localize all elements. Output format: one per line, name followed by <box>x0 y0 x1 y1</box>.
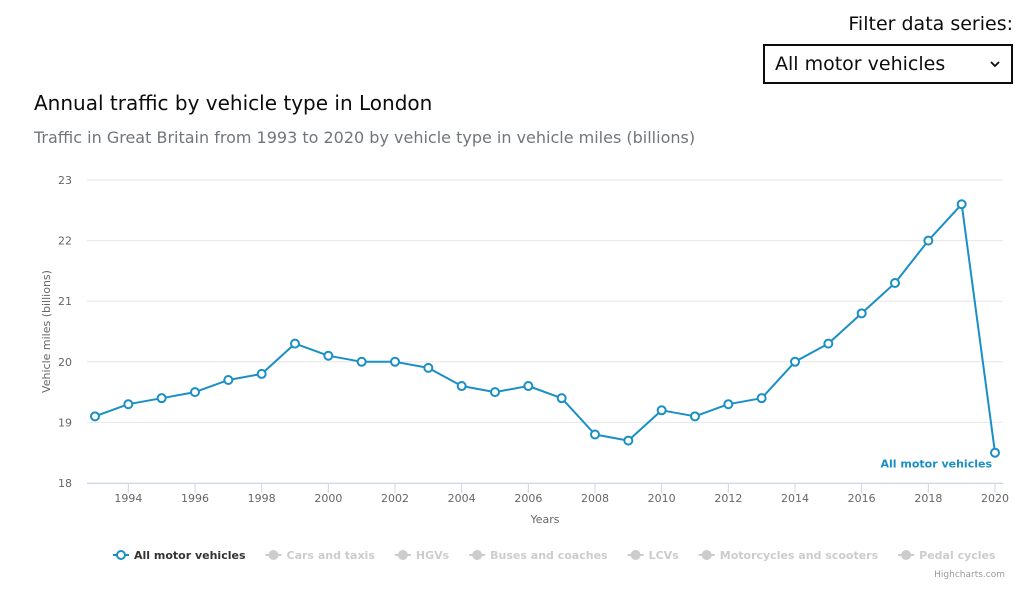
data-point[interactable] <box>923 235 934 246</box>
data-point[interactable] <box>790 356 800 367</box>
data-point[interactable] <box>590 429 600 440</box>
data-point[interactable] <box>823 338 834 349</box>
x-tick-label: 2004 <box>448 492 476 505</box>
chart-subtitle: Traffic in Great Britain from 1993 to 20… <box>34 128 696 147</box>
data-point[interactable] <box>390 356 400 367</box>
legend-symbol-marker <box>268 550 279 560</box>
chart-title: Annual traffic by vehicle type in London <box>34 91 433 115</box>
data-point[interactable] <box>856 308 867 319</box>
data-point[interactable] <box>190 387 200 398</box>
data-point[interactable] <box>690 411 700 422</box>
y-tick-label: 23 <box>58 174 72 187</box>
x-tick-label: 2012 <box>714 492 742 505</box>
x-tick-label: 2018 <box>914 492 942 505</box>
credits-link[interactable]: Highcharts.com <box>934 570 1005 580</box>
data-point[interactable] <box>156 393 167 404</box>
legend-item-label[interactable]: LCVs <box>649 549 680 562</box>
legend-symbol-marker <box>397 550 408 560</box>
data-point[interactable] <box>223 374 234 385</box>
data-point[interactable] <box>556 393 567 404</box>
data-point[interactable] <box>456 381 467 392</box>
x-tick-label: 2014 <box>781 492 809 505</box>
data-point[interactable] <box>656 405 667 416</box>
series-filter-select[interactable]: All motor vehicles <box>763 44 1013 84</box>
y-axis-title: Vehicle miles (billions) <box>40 270 53 393</box>
data-point[interactable] <box>756 393 767 404</box>
filter-label: Filter data series: <box>848 13 1013 35</box>
legend-symbol-marker <box>701 550 712 560</box>
y-tick-label: 22 <box>58 235 72 248</box>
x-tick-label: 2010 <box>648 492 676 505</box>
series-filter-value: All motor vehicles <box>775 53 946 75</box>
legend-item-label[interactable]: All motor vehicles <box>134 549 246 562</box>
legend-symbol-marker <box>116 550 126 560</box>
legend-symbol-marker <box>630 550 641 560</box>
data-point[interactable] <box>490 387 500 398</box>
data-point[interactable] <box>890 278 900 289</box>
x-tick-label: 1994 <box>114 492 142 505</box>
y-tick-label: 20 <box>58 356 72 369</box>
legend-item-label[interactable]: Pedal cycles <box>919 549 996 562</box>
x-tick-label: 1998 <box>248 492 276 505</box>
x-tick-label: 2002 <box>381 492 409 505</box>
legend-symbol-marker <box>472 550 483 560</box>
y-tick-label: 19 <box>58 416 72 429</box>
legend-item-label[interactable]: Cars and taxis <box>287 549 376 562</box>
data-point[interactable] <box>990 447 1000 458</box>
data-point[interactable] <box>523 381 534 392</box>
series-end-label: All motor vehicles <box>880 458 992 471</box>
data-point[interactable] <box>723 399 734 410</box>
x-tick-label: 1996 <box>181 492 209 505</box>
chevron-down-icon <box>990 61 1000 68</box>
y-tick-label: 21 <box>58 295 72 308</box>
legend-item-label[interactable]: HGVs <box>416 549 450 562</box>
data-point[interactable] <box>423 362 434 373</box>
legend-item-label[interactable]: Motorcycles and scooters <box>720 549 879 562</box>
data-point[interactable] <box>956 199 967 210</box>
x-tick-label: 2016 <box>848 492 876 505</box>
data-point[interactable] <box>323 350 334 361</box>
x-tick-label: 2006 <box>514 492 542 505</box>
x-tick-label: 2008 <box>581 492 609 505</box>
x-tick-label: 2020 <box>981 492 1009 505</box>
data-point[interactable] <box>290 338 300 349</box>
data-point[interactable] <box>123 399 134 410</box>
x-tick-label: 2000 <box>314 492 342 505</box>
data-point[interactable] <box>356 356 367 367</box>
y-tick-label: 18 <box>58 477 72 490</box>
data-point[interactable] <box>623 435 634 446</box>
legend-item-label[interactable]: Buses and coaches <box>490 549 608 562</box>
data-point[interactable] <box>256 368 267 379</box>
x-axis-title: Years <box>529 513 559 526</box>
series-line-all-motor-vehicles <box>94 203 996 453</box>
data-point[interactable] <box>90 411 100 422</box>
legend-symbol-marker <box>901 550 912 560</box>
